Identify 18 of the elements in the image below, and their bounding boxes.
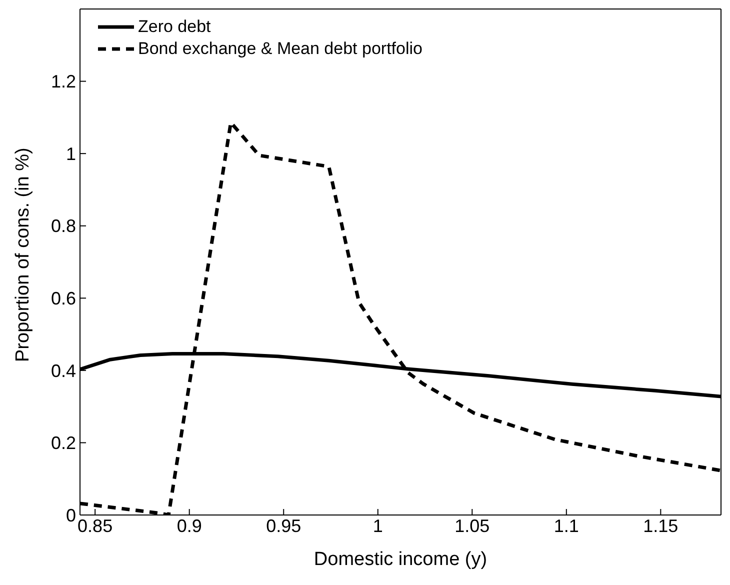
y-tick-label: 0.6 <box>50 288 76 309</box>
x-axis-title: Domestic income (y) <box>314 549 488 570</box>
x-tick-label: 1 <box>372 516 383 536</box>
y-tick-label: 0.2 <box>50 433 76 454</box>
legend-label: Zero debt <box>138 17 211 37</box>
x-tick-label: 1.05 <box>454 516 490 536</box>
x-tick-label: 0.9 <box>176 516 202 536</box>
x-tick-label: 0.85 <box>78 516 113 536</box>
y-tick-label: 1.2 <box>50 72 76 92</box>
y-tick-label: 0 <box>66 505 76 526</box>
x-tick-label: 0.95 <box>266 516 302 536</box>
legend-label: Bond exchange & Mean debt portfolio <box>138 39 422 59</box>
x-tick-label: 1.15 <box>643 516 678 536</box>
y-tick-label: 1 <box>66 144 76 164</box>
y-axis-title: Proportion of cons. (in %) <box>12 148 34 362</box>
x-tick-label: 1.1 <box>554 516 579 536</box>
y-tick-label: 0.8 <box>50 216 76 236</box>
y-tick-label: 0.4 <box>50 360 76 381</box>
